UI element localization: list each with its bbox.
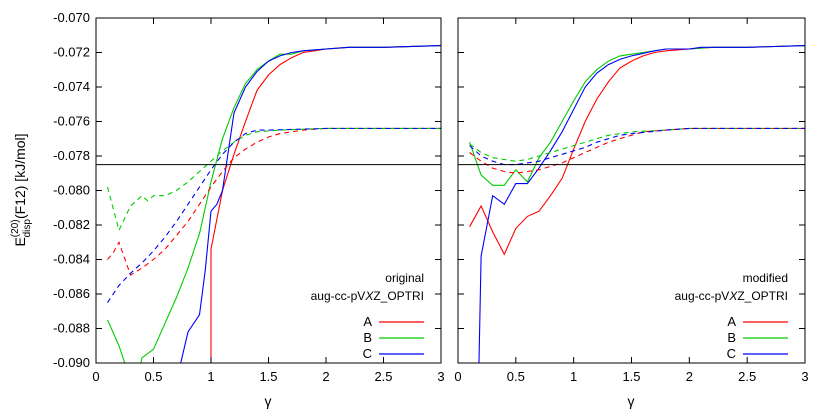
legend-label-A: A [727,314,736,329]
series-line-C-solid [180,45,441,363]
series-line-C-solid [478,45,805,363]
legend-label-B: B [727,330,736,345]
series-line-B-dashed [106,127,441,232]
x-axis-title-modified: γ [628,393,635,409]
series-line-A-solid [469,45,805,256]
y-tick-label: -0.090 [53,355,90,370]
series-line-C-dashed [107,127,441,303]
panel-note-modified: modified [743,271,788,285]
x-tick-label: 2 [686,369,693,384]
x-tick-label: 3 [437,369,444,384]
y-tick-label: -0.080 [53,183,90,198]
y-axis-title: E(20)disp(F12) [kJ/mol] [10,133,33,246]
x-tick-label: 0 [454,369,461,384]
y-tick-label: -0.078 [53,148,90,163]
basis-label-modified: aug-cc-pVXZ_OPTRI [675,289,788,303]
x-tick-label: 1 [570,369,577,384]
series-line-B-solid [106,45,441,363]
x-tick-label: 1.5 [259,369,277,384]
plot-frame-modified [457,17,806,364]
x-tick-label: 0 [92,369,99,384]
plot-frame-original [95,17,442,364]
y-tick-label: -0.084 [53,252,90,267]
y-tick-label: -0.074 [53,79,90,94]
panel-original: 0 0.5 1 1.5 2 2.5 3 original aug-cc-pVXZ_OPTRI… [92,17,445,409]
series-line-B-dashed [469,127,805,162]
y-tick-label: -0.082 [53,217,90,232]
x-tick-label: 0.5 [144,369,162,384]
legend-label-C: C [363,346,372,361]
series-line-A-dashed [107,127,441,276]
series-line-A-dashed [469,127,805,174]
legend-label-A: A [363,314,372,329]
x-tick-label: 2 [322,369,329,384]
x-tick-label: 1.5 [622,369,640,384]
x-tick-label: 0.5 [507,369,525,384]
x-tick-label: 2.5 [374,369,392,384]
x-tick-label: 3 [801,369,808,384]
panel-modified: 0 0.5 1 1.5 2 2.5 3 modified aug-cc-pVXZ_OPTRI… [454,17,809,409]
legend-label-B: B [363,330,372,345]
series-line-C-dashed [469,127,805,166]
y-tick-label: -0.070 [53,10,90,25]
x-tick-label: 1 [207,369,214,384]
x-tick-label: 2.5 [738,369,756,384]
x-axis-title-original: γ [265,393,272,409]
legend-label-C: C [727,346,736,361]
y-tick-label: -0.088 [53,321,90,336]
y-tick-label: -0.076 [53,114,90,129]
y-tick-label: -0.086 [53,286,90,301]
basis-label-original: aug-cc-pVXZ_OPTRI [311,289,424,303]
panel-note-original: original [385,271,424,285]
y-tick-label: -0.072 [53,45,90,60]
